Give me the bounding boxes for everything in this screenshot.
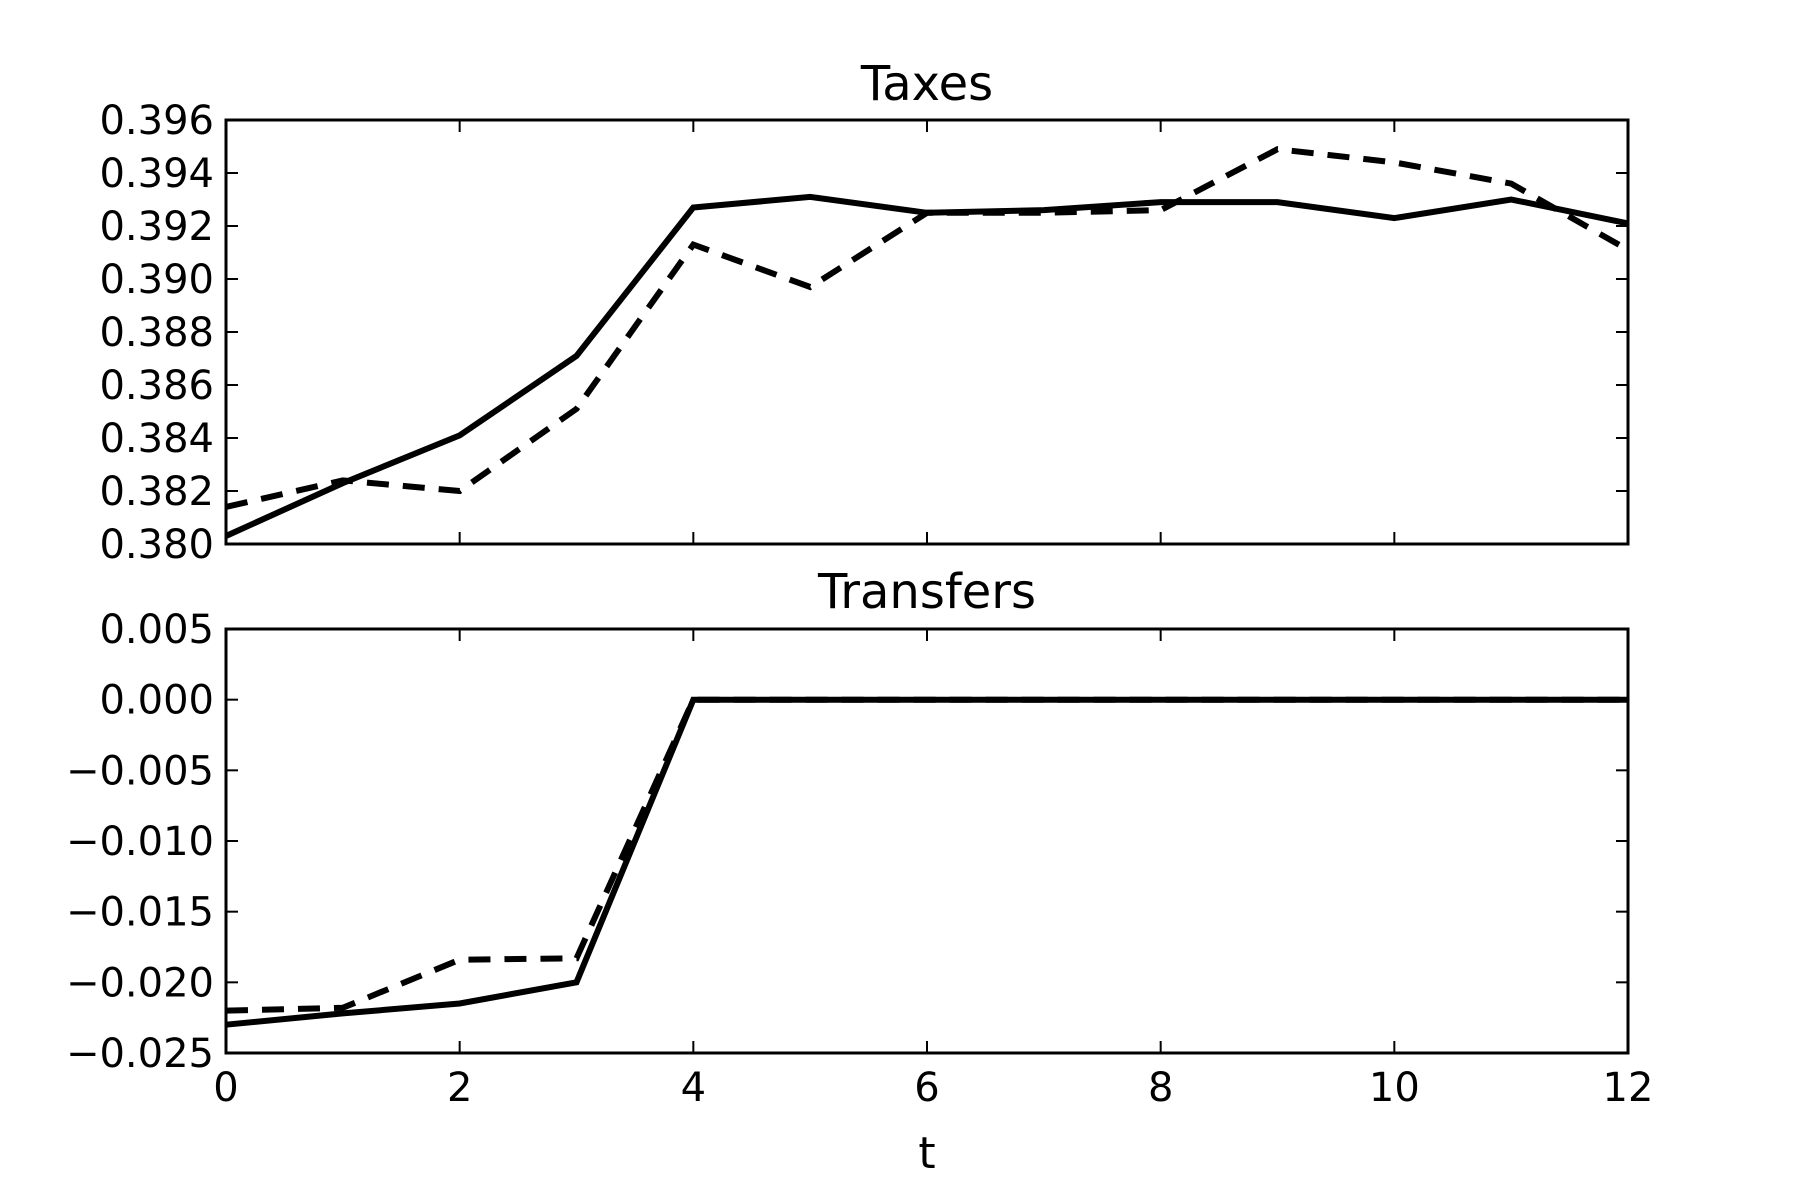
y-tick-label-taxes-6: 0.392 bbox=[99, 204, 214, 250]
x-tick-label-transfers-6: 6 bbox=[914, 1065, 939, 1111]
series-line-taxes-solid bbox=[224, 193, 1629, 539]
y-tick-label-transfers-6: 0.005 bbox=[99, 607, 214, 653]
plot-frame-taxes bbox=[224, 118, 1630, 546]
series-line-transfers-dashed bbox=[225, 696, 1628, 1014]
y-tick-label-transfers-5: 0.000 bbox=[99, 678, 214, 724]
subplot-taxes: Taxes 0.380 0.382 0.384 0.386 0.388 0.390 0.39… bbox=[99, 56, 1630, 568]
x-tick-label-transfers-4: 4 bbox=[681, 1065, 706, 1111]
y-tick-label-taxes-5: 0.390 bbox=[99, 257, 214, 303]
series-layer-transfers bbox=[225, 696, 1628, 1028]
y-tick-label-transfers-0: −0.025 bbox=[66, 1031, 214, 1077]
series-line-transfers-solid bbox=[225, 696, 1628, 1028]
y-tick-label-transfers-1: −0.020 bbox=[66, 960, 214, 1006]
tick-layer-transfers: 0 2 4 6 8 10 12 −0.025 −0.020 −0.015 −0.010 −0.005 0… bbox=[66, 607, 1653, 1111]
series-line-taxes-dashed bbox=[225, 146, 1630, 510]
y-tick-label-taxes-2: 0.384 bbox=[99, 416, 214, 462]
x-axis-label: t bbox=[918, 1128, 935, 1179]
x-tick-label-transfers-0: 0 bbox=[213, 1065, 238, 1111]
y-tick-label-transfers-3: −0.010 bbox=[66, 819, 214, 865]
y-tick-label-taxes-8: 0.396 bbox=[99, 98, 214, 144]
chart-title-taxes: Taxes bbox=[860, 56, 993, 112]
y-tick-label-taxes-1: 0.382 bbox=[99, 469, 214, 515]
y-tick-label-taxes-0: 0.380 bbox=[99, 522, 214, 568]
x-tick-label-transfers-8: 8 bbox=[1148, 1065, 1173, 1111]
y-tick-label-transfers-4: −0.005 bbox=[66, 748, 214, 794]
x-tick-label-transfers-10: 10 bbox=[1369, 1065, 1420, 1111]
plot-frame-transfers bbox=[224, 627, 1630, 1055]
subplot-transfers: Transfers 0 2 4 6 8 10 12 −0.025 −0.020 −0.015 −0.… bbox=[66, 564, 1653, 1179]
x-tick-label-transfers-12: 12 bbox=[1603, 1065, 1654, 1111]
x-tick-label-transfers-2: 2 bbox=[447, 1065, 472, 1111]
y-tick-label-taxes-3: 0.386 bbox=[99, 363, 214, 409]
chart-title-transfers: Transfers bbox=[817, 564, 1036, 620]
y-tick-label-taxes-4: 0.388 bbox=[99, 310, 214, 356]
y-tick-label-taxes-7: 0.394 bbox=[99, 151, 214, 197]
series-layer-taxes bbox=[224, 146, 1630, 539]
y-tick-label-transfers-2: −0.015 bbox=[66, 890, 214, 936]
tick-layer-taxes: 0.380 0.382 0.384 0.386 0.388 0.390 0.392 0.394… bbox=[99, 98, 1629, 568]
